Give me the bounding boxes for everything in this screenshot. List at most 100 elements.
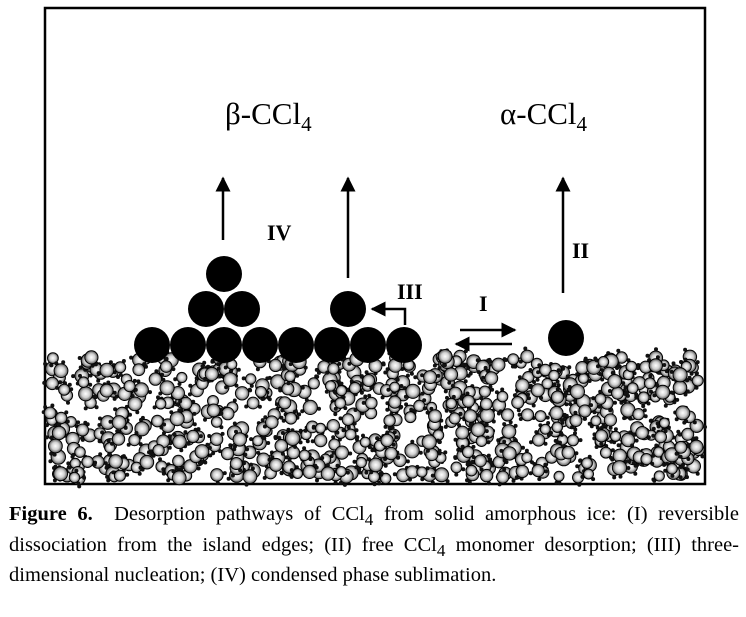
water-molecule [262, 415, 279, 430]
water-molecule [132, 362, 148, 377]
water-molecule [632, 408, 648, 421]
water-molecule [302, 463, 319, 479]
ccl4-molecule [278, 327, 314, 363]
water-molecule [591, 389, 607, 405]
water-molecule [388, 395, 404, 410]
water-molecule [151, 414, 167, 430]
water-molecule [536, 363, 552, 377]
water-molecule [53, 360, 69, 379]
water-molecule [648, 355, 667, 373]
water-molecule [359, 374, 376, 390]
water-molecule [539, 421, 553, 435]
water-molecule [159, 356, 176, 373]
water-molecule [284, 370, 300, 386]
water-molecule [594, 356, 610, 369]
water-molecule [453, 436, 470, 453]
water-molecule [123, 378, 138, 393]
ccl4-molecule [134, 327, 170, 363]
water-molecule [383, 414, 396, 430]
water-molecule [52, 464, 69, 483]
water-molecule [470, 454, 487, 468]
water-molecule [566, 384, 586, 400]
water-molecule [96, 360, 115, 378]
water-molecule [651, 429, 668, 444]
water-molecule [267, 455, 283, 472]
ccl4-molecule [350, 327, 386, 363]
water-molecule [610, 448, 628, 464]
pathway-arrows [215, 176, 571, 352]
water-molecule [517, 408, 535, 422]
ccl4-free-monomer [548, 320, 584, 356]
water-molecule [126, 431, 141, 447]
water-molecule [561, 444, 579, 460]
water-molecule [169, 408, 185, 427]
water-molecule [152, 395, 167, 410]
water-molecule [254, 385, 267, 401]
water-molecule [548, 368, 561, 384]
water-molecule [465, 461, 478, 477]
water-molecule [138, 454, 155, 472]
ccl4-molecule [386, 327, 422, 363]
water-molecule [455, 423, 472, 440]
water-molecule [430, 467, 450, 484]
pathway-label-iii: III [397, 279, 423, 304]
water-molecule [607, 370, 626, 389]
water-molecule [511, 393, 525, 413]
water-molecule [206, 403, 224, 418]
water-molecule [652, 384, 674, 400]
ccl4-molecule [314, 327, 350, 363]
water-molecule [77, 373, 93, 389]
water-molecule [266, 358, 286, 372]
water-molecule [244, 396, 262, 410]
water-molecule [578, 457, 593, 470]
water-molecule [553, 470, 565, 486]
water-molecule [186, 429, 203, 445]
water-molecule [148, 369, 165, 386]
water-molecule [460, 444, 476, 459]
water-molecule [450, 461, 466, 477]
water-molecule [222, 372, 239, 390]
beta-ccl4-label: β-CCl4 [225, 96, 312, 136]
water-molecule [242, 466, 258, 487]
water-molecule [323, 419, 340, 435]
caption-sub-2: 4 [436, 540, 446, 560]
water-molecule [307, 374, 320, 390]
ccl4-molecule [206, 256, 242, 292]
water-molecule [352, 456, 367, 470]
water-molecule [404, 439, 423, 459]
water-molecule [518, 346, 535, 364]
water-molecule [110, 429, 126, 446]
water-molecule [112, 359, 127, 375]
water-molecule [284, 430, 303, 449]
water-molecule [172, 432, 187, 453]
pathway-label-iv: IV [267, 220, 292, 245]
water-molecule [531, 410, 550, 423]
water-molecule [249, 435, 267, 447]
water-molecule [420, 370, 441, 385]
water-molecule [481, 368, 499, 386]
water-molecule [171, 467, 187, 486]
water-molecule [600, 396, 617, 413]
water-molecule [289, 468, 304, 479]
water-molecule [274, 396, 292, 413]
water-molecule [229, 457, 246, 473]
water-molecule [274, 435, 289, 456]
caption-text-1: Desorption pathways of CCl [114, 503, 365, 525]
water-molecule [499, 446, 517, 463]
water-molecule [55, 410, 70, 425]
water-molecule [76, 420, 90, 437]
water-molecule [149, 444, 165, 458]
water-molecule [84, 350, 99, 368]
desorption-diagram: β-CCl4 α-CCl4 IV III II I [41, 6, 707, 489]
water-molecule [300, 399, 321, 415]
water-molecule [578, 404, 592, 421]
water-molecule [599, 446, 615, 460]
water-molecule [172, 454, 185, 471]
water-molecule [97, 415, 116, 430]
water-molecule [298, 446, 313, 462]
water-molecule [611, 460, 631, 479]
water-molecule [331, 445, 353, 460]
water-molecule [415, 464, 430, 478]
caption-figure-number: Figure 6. [9, 503, 93, 525]
water-molecule [173, 371, 188, 386]
